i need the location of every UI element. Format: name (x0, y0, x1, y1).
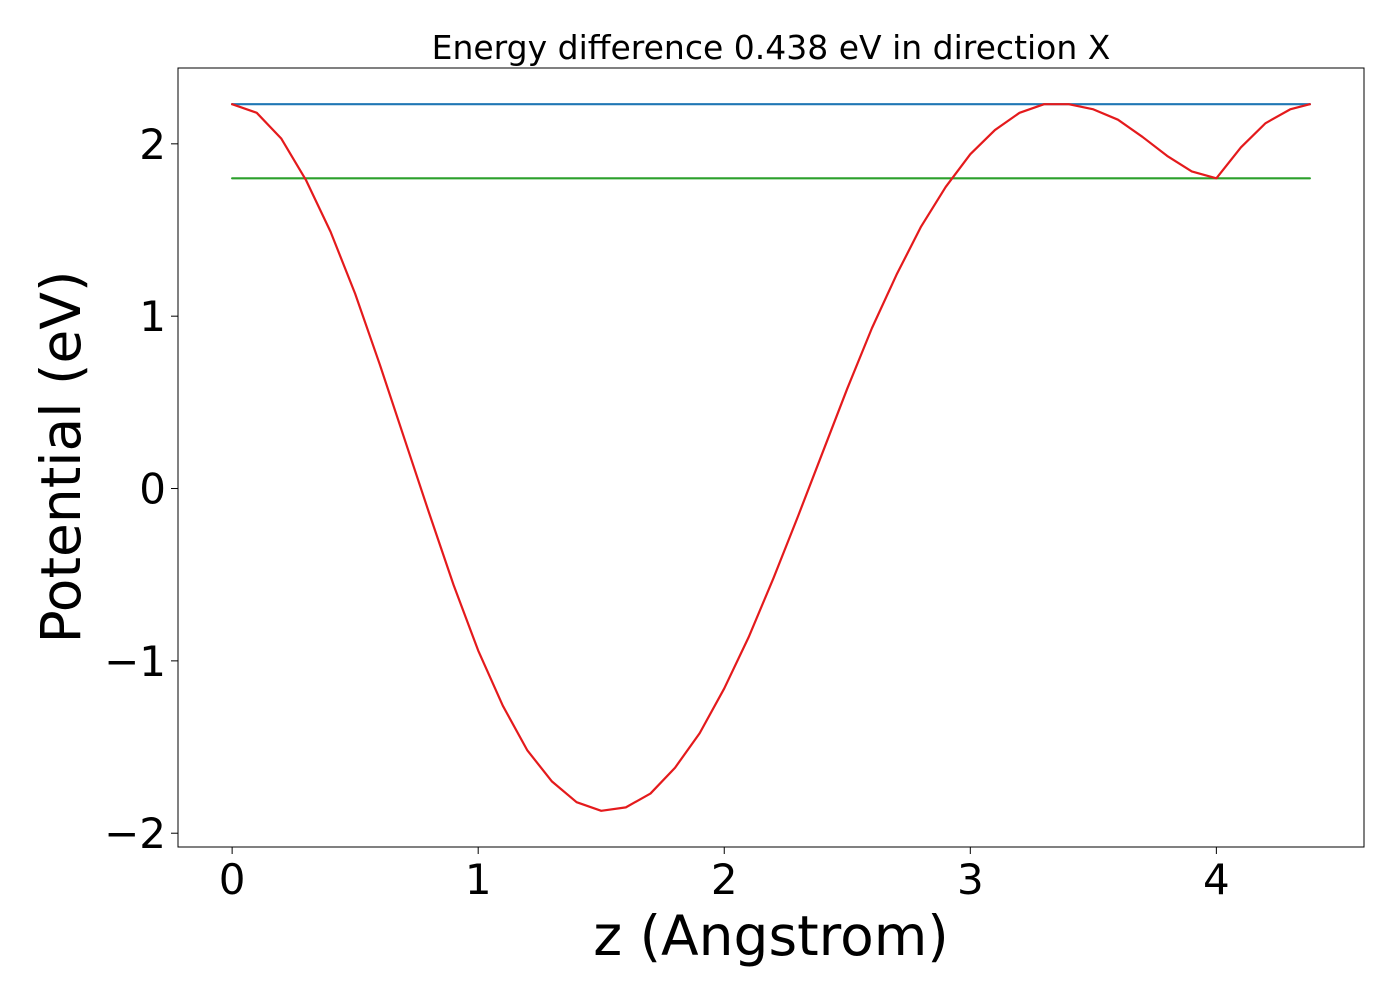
series-layer (231, 103, 1311, 812)
x-tick-label: 1 (465, 855, 492, 904)
y-tick-label: 0 (139, 465, 166, 514)
y-tick-label: 1 (139, 292, 166, 341)
series-line-3 (231, 103, 1311, 812)
x-tick-label: 3 (957, 855, 984, 904)
y-tick-label: −2 (104, 809, 166, 858)
y-axis-label: Potential (eV) (29, 271, 93, 644)
x-axis-ticks: 0 1 2 3 4 (219, 847, 1230, 904)
x-tick-label: 4 (1203, 855, 1230, 904)
y-tick-label: 2 (139, 120, 166, 169)
plot-area (177, 67, 1365, 848)
y-axis-ticks: −2 −1 0 1 2 (104, 120, 178, 858)
x-tick-label: 0 (219, 855, 246, 904)
chart-title: Energy difference 0.438 eV in direction … (432, 28, 1111, 67)
y-tick-label: −1 (104, 637, 166, 686)
x-tick-label: 2 (711, 855, 738, 904)
x-axis-label: z (Angstrom) (593, 904, 949, 968)
